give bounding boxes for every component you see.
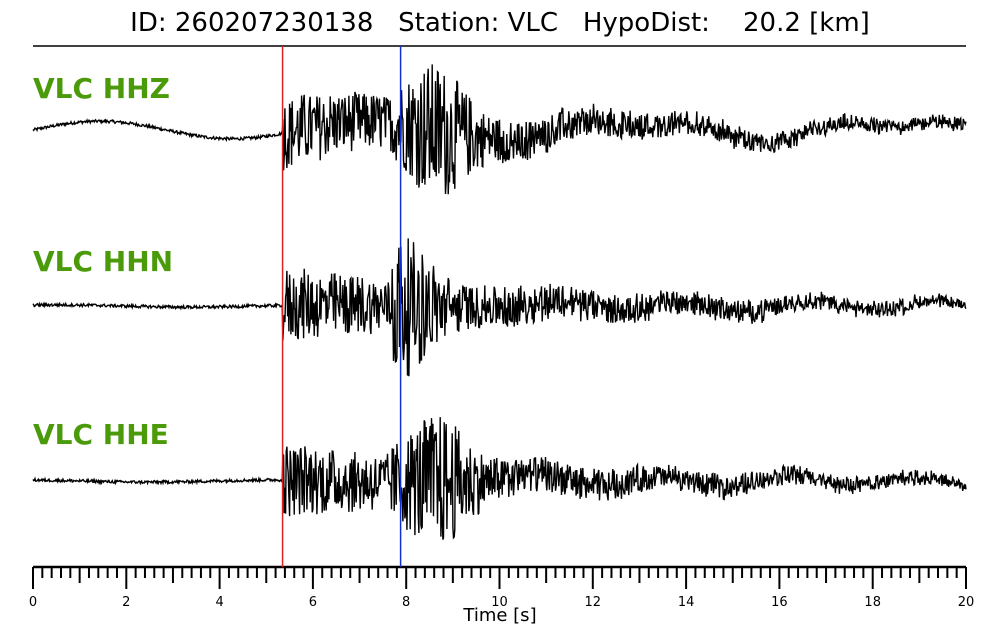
x-tick-label: 4 [215,595,223,610]
x-tick-label: 6 [309,595,317,610]
x-tick-label: 8 [402,595,410,610]
channel-label-hhe: VLC HHE [33,418,169,451]
channel-label-hhn: VLC HHN [33,245,174,278]
channel-label-hhz: VLC HHZ [33,72,170,105]
waveform-vlc-hhe [32,417,967,540]
x-tick-label: 20 [958,595,975,610]
chart-title: ID: 260207230138 Station: VLC HypoDist: … [130,8,870,38]
x-tick-label: 10 [491,595,508,610]
x-tick-label: 12 [585,595,602,610]
x-tick-label: 16 [771,595,788,610]
x-tick-label: 2 [122,595,130,610]
x-tick-label: 14 [678,595,695,610]
x-axis-label: Time [s] [463,605,537,626]
waveform-vlc-hhz [32,64,967,195]
waveform-vlc-hhn [32,238,967,377]
x-tick-label: 0 [29,595,37,610]
x-tick-label: 18 [864,595,881,610]
